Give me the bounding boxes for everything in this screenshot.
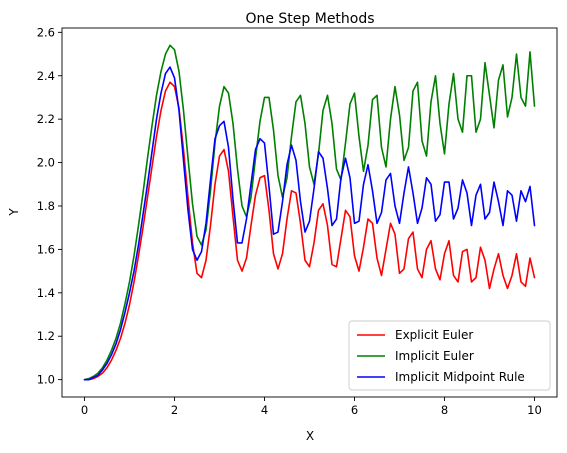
y-tick-label: 2.0 bbox=[37, 156, 55, 170]
series-line-2 bbox=[83, 66, 536, 381]
legend-label: Implicit Midpoint Rule bbox=[395, 370, 525, 384]
legend: Explicit Euler Implicit Euler Implicit Mid… bbox=[348, 320, 551, 391]
y-axis: 1.0 1.2 1.4 1.6 1.8 2.0 2.2 2.4 2.6 bbox=[37, 25, 62, 387]
legend-label: Implicit Euler bbox=[395, 349, 474, 363]
x-axis: 0 2 4 6 8 10 bbox=[81, 397, 542, 417]
x-tick-label: 2 bbox=[171, 403, 178, 417]
plot-series-group bbox=[83, 44, 536, 381]
y-tick-label: 2.4 bbox=[37, 69, 55, 83]
y-tick-label: 1.6 bbox=[37, 242, 55, 256]
x-tick-label: 8 bbox=[441, 403, 448, 417]
series-line-1 bbox=[83, 44, 536, 381]
x-axis-label: X bbox=[306, 429, 314, 443]
y-tick-label: 1.8 bbox=[37, 199, 55, 213]
y-tick-label: 1.4 bbox=[37, 286, 55, 300]
legend-box bbox=[348, 320, 551, 391]
x-tick-label: 4 bbox=[261, 403, 268, 417]
y-tick-label: 2.6 bbox=[37, 25, 55, 39]
x-tick-label: 0 bbox=[81, 403, 88, 417]
legend-label: Explicit Euler bbox=[395, 328, 473, 342]
y-tick-label: 1.0 bbox=[37, 373, 55, 387]
y-tick-label: 1.2 bbox=[37, 329, 55, 343]
x-tick-label: 10 bbox=[527, 403, 542, 417]
series-line-0 bbox=[83, 81, 536, 381]
plot-frame bbox=[61, 27, 558, 398]
x-tick-label: 6 bbox=[351, 403, 358, 417]
y-tick-label: 2.2 bbox=[37, 112, 55, 126]
y-axis-label: Y bbox=[7, 208, 21, 217]
chart-title: One Step Methods bbox=[245, 11, 374, 27]
